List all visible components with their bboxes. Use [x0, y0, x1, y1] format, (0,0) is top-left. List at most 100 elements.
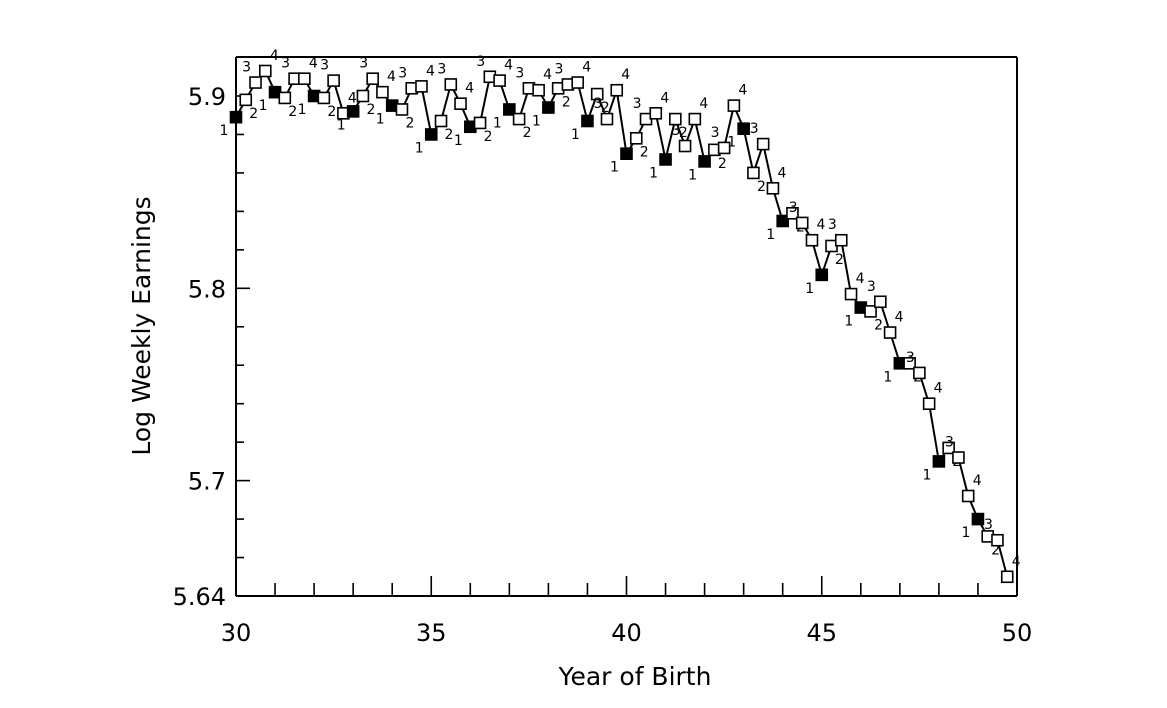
- quarter-label: 1: [532, 114, 541, 130]
- x-tick-label: 30: [221, 619, 252, 647]
- x-tick-label: 40: [611, 619, 642, 647]
- quarter-label: 1: [376, 112, 385, 128]
- x-tick-label: 45: [806, 619, 837, 647]
- quarter-label: 3: [867, 279, 876, 295]
- quarter-label: 2: [484, 129, 493, 145]
- y-ticks: [236, 95, 250, 559]
- data-point: [688, 112, 702, 126]
- quarter-label: 4: [817, 217, 826, 233]
- quarter-label: 2: [562, 94, 571, 110]
- data-point: [766, 182, 780, 195]
- quarter-label: 2: [366, 102, 375, 118]
- quarter-label: 4: [348, 90, 357, 106]
- quarter-label: 3: [398, 65, 407, 81]
- data-point: [727, 99, 741, 112]
- data-point: [991, 533, 1004, 547]
- quarter-label: 2: [601, 100, 610, 116]
- quarter-label: 2: [991, 542, 1000, 558]
- quarter-label: 2: [406, 115, 415, 131]
- quarter-label: 1: [415, 140, 424, 156]
- quarter-label: 4: [270, 48, 279, 64]
- quarter-label: 3: [437, 61, 446, 77]
- y-tick-label: 5.8: [188, 275, 226, 303]
- data-point: [649, 107, 663, 120]
- quarter-label: 3: [945, 435, 954, 451]
- quarter-label: 1: [688, 167, 697, 183]
- quarter-label: 4: [699, 96, 708, 112]
- quarter-label: 1: [649, 165, 658, 181]
- data-point: [756, 137, 770, 151]
- data-point-q1: [542, 101, 555, 114]
- y-tick-label: 5.64: [173, 583, 226, 611]
- data-point: [786, 207, 799, 220]
- data-point: [376, 85, 389, 99]
- x-axis-title: Year of Birth: [558, 662, 712, 691]
- data-point: [844, 287, 858, 301]
- data-point: [795, 216, 809, 230]
- quarter-label: 3: [906, 350, 915, 366]
- quarter-label: 2: [640, 144, 649, 160]
- data-point: [1000, 570, 1014, 584]
- data-point-q1: [815, 268, 829, 282]
- quarter-label: 4: [621, 67, 630, 83]
- y-tick-label: 5.7: [188, 468, 226, 496]
- quarter-label: 4: [895, 310, 904, 326]
- data-point: [629, 132, 643, 145]
- data-point-q1: [503, 103, 516, 116]
- quarter-label: 3: [750, 121, 759, 137]
- quarter-label: 1: [259, 98, 268, 114]
- quarter-label: 2: [249, 106, 258, 122]
- data-point: [415, 80, 428, 93]
- data-point: [249, 76, 262, 89]
- quarter-label: 2: [327, 104, 336, 120]
- quarter-label: 1: [766, 227, 775, 243]
- quarter-label: 1: [883, 369, 892, 385]
- data-point: [327, 74, 340, 87]
- quarter-label: 2: [288, 104, 297, 120]
- data-point: [317, 91, 331, 105]
- quarter-label: 1: [922, 467, 931, 483]
- data-point: [395, 103, 409, 116]
- quarter-label: 2: [718, 156, 727, 172]
- quarter-label: 3: [984, 517, 993, 533]
- quarter-label: 1: [610, 160, 619, 176]
- data-point: [805, 233, 819, 247]
- quarter-label: 1: [220, 123, 229, 139]
- data-point: [610, 83, 624, 97]
- quarter-label: 1: [571, 127, 580, 143]
- data-point-q1: [659, 153, 672, 166]
- quarter-label: 4: [1012, 554, 1021, 570]
- quarter-label: 4: [465, 81, 474, 97]
- quarter-label: 4: [387, 69, 396, 85]
- data-point-q1: [776, 214, 790, 228]
- data-point: [571, 76, 584, 89]
- data-point: [512, 112, 526, 126]
- y-tick-labels: 5.64 5.7 5.8 5.9: [173, 83, 226, 611]
- quarter-label: 3: [789, 200, 798, 216]
- data-point: [864, 305, 877, 318]
- quarter-label: 3: [281, 56, 290, 72]
- data-point-q1: [581, 114, 594, 128]
- data-point: [922, 397, 936, 410]
- quarter-label: 1: [493, 115, 502, 131]
- data-point: [717, 141, 731, 155]
- quarter-label: 3: [633, 96, 642, 112]
- quarter-label: 4: [543, 67, 552, 83]
- quarter-label: 4: [934, 381, 943, 397]
- data-point-q1: [698, 155, 711, 168]
- data-point: [952, 451, 965, 464]
- quarter-label: 4: [856, 271, 865, 287]
- data-point: [747, 166, 760, 180]
- quarter-label: 3: [554, 61, 563, 77]
- data-point: [834, 233, 848, 247]
- quarter-label: 3: [828, 217, 837, 233]
- quarter-label: 2: [874, 317, 883, 333]
- data-point: [883, 326, 897, 339]
- data-point: [903, 357, 916, 370]
- data-point: [913, 366, 926, 380]
- series-line: [235, 69, 1009, 578]
- y-tick-label: 5.9: [188, 83, 226, 111]
- x-tick-labels: 30 35 40 45 50: [221, 619, 1033, 647]
